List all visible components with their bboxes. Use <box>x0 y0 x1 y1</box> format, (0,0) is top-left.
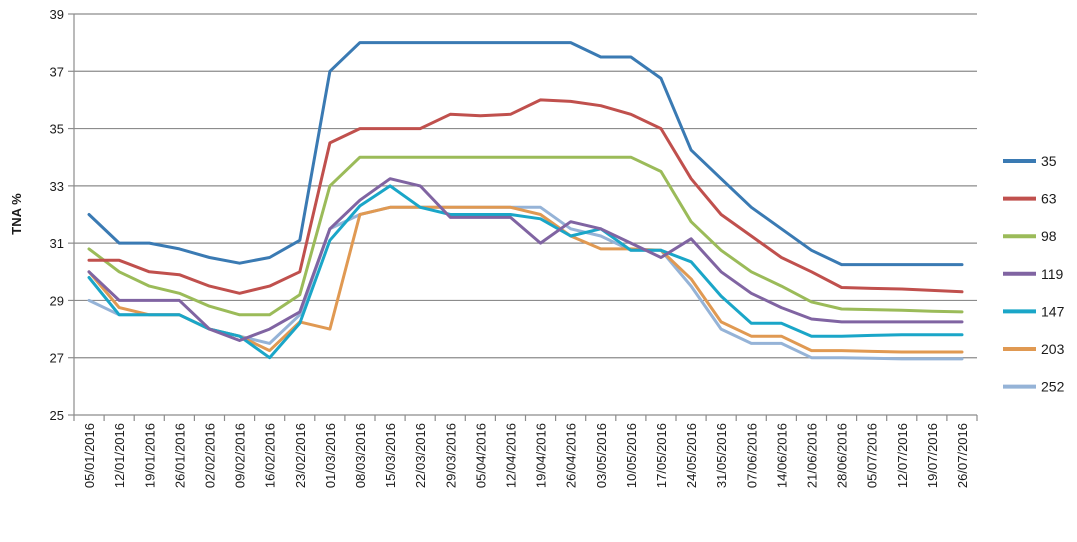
x-tick-label: 01/03/2016 <box>323 423 338 488</box>
y-axis-title: TNA % <box>9 193 24 235</box>
x-tick-label: 26/07/2016 <box>955 423 970 488</box>
x-axis-ticks: 05/01/2016 12/01/2016 19/01/2016 26/01/2016… <box>73 415 978 488</box>
legend: 35 63 98 119 147 203 252 <box>1003 153 1065 395</box>
x-tick-label: 19/04/2016 <box>534 423 549 488</box>
x-tick-label: 22/03/2016 <box>413 423 428 488</box>
x-tick-label: 12/01/2016 <box>112 423 127 488</box>
x-tick-label: 12/04/2016 <box>503 423 518 488</box>
x-tick-label: 31/05/2016 <box>714 423 729 488</box>
legend-label: 98 <box>1041 228 1057 244</box>
y-tick-label: 27 <box>50 351 64 366</box>
legend-label: 203 <box>1041 341 1065 357</box>
x-tick-label: 09/02/2016 <box>233 423 248 488</box>
x-tick-label: 03/05/2016 <box>594 423 609 488</box>
series-line-35 <box>87 41 964 267</box>
series-line-98 <box>87 155 964 317</box>
legend-label: 35 <box>1041 153 1057 169</box>
legend-item-35: 35 <box>1003 153 1057 169</box>
y-tick-label: 35 <box>50 122 64 137</box>
y-tick-label: 29 <box>50 293 64 308</box>
y-tick-label: 39 <box>50 7 64 22</box>
series-line-119 <box>87 177 964 342</box>
x-tick-label: 12/07/2016 <box>895 423 910 488</box>
y-tick-label: 31 <box>50 236 64 251</box>
legend-label: 252 <box>1041 379 1065 395</box>
legend-item-147: 147 <box>1003 303 1065 319</box>
series-line-147 <box>87 184 964 360</box>
x-tick-label: 15/03/2016 <box>383 423 398 488</box>
x-tick-label: 10/05/2016 <box>624 423 639 488</box>
legend-label: 63 <box>1041 191 1057 207</box>
series-lines <box>87 41 964 361</box>
x-tick-label: 26/01/2016 <box>172 423 187 488</box>
x-tick-label: 05/07/2016 <box>865 423 880 488</box>
gridlines <box>74 13 977 416</box>
x-tick-label: 05/04/2016 <box>473 423 488 488</box>
x-tick-label: 26/04/2016 <box>564 423 579 488</box>
y-tick-label: 33 <box>50 179 64 194</box>
series-line-63 <box>87 98 964 295</box>
legend-item-63: 63 <box>1003 191 1057 207</box>
legend-label: 147 <box>1041 303 1065 319</box>
x-tick-label: 23/02/2016 <box>293 423 308 488</box>
x-tick-label: 05/01/2016 <box>82 423 97 488</box>
x-tick-label: 14/06/2016 <box>774 423 789 488</box>
y-tick-label: 25 <box>50 408 64 423</box>
legend-item-98: 98 <box>1003 228 1057 244</box>
x-tick-label: 16/02/2016 <box>263 423 278 488</box>
x-tick-label: 07/06/2016 <box>744 423 759 488</box>
legend-label: 119 <box>1041 266 1064 282</box>
x-tick-label: 29/03/2016 <box>443 423 458 488</box>
x-tick-label: 21/06/2016 <box>804 423 819 488</box>
x-tick-label: 19/01/2016 <box>142 423 157 488</box>
y-axis-ticks: 25 27 29 31 33 35 37 39 <box>50 7 74 423</box>
legend-item-203: 203 <box>1003 341 1065 357</box>
x-tick-label: 24/05/2016 <box>684 423 699 488</box>
legend-item-252: 252 <box>1003 379 1065 395</box>
x-tick-label: 08/03/2016 <box>353 423 368 488</box>
y-tick-label: 37 <box>50 64 64 79</box>
x-tick-label: 19/07/2016 <box>925 423 940 488</box>
x-tick-label: 28/06/2016 <box>835 423 850 488</box>
x-tick-label: 17/05/2016 <box>654 423 669 488</box>
legend-item-119: 119 <box>1003 266 1064 282</box>
x-tick-label: 02/02/2016 <box>202 423 217 488</box>
